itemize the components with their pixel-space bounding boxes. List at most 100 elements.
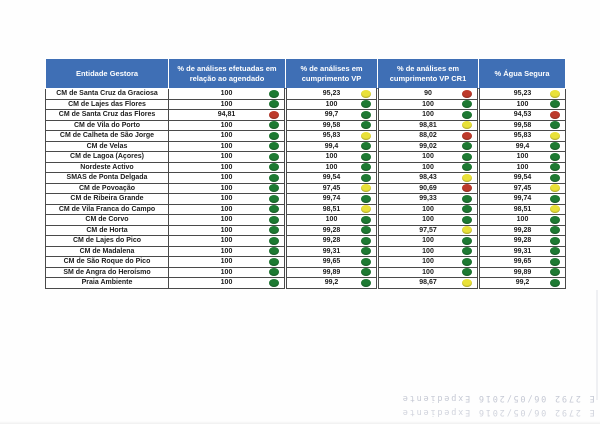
value-cell: 100 bbox=[284, 161, 378, 173]
entity-cell: CM de Lagoa (Açores) bbox=[45, 151, 169, 163]
status-dot-icon bbox=[550, 184, 560, 193]
cell-value: 100 bbox=[220, 153, 233, 161]
status-dot-icon bbox=[462, 226, 472, 235]
value-cell: 99,31 bbox=[284, 245, 378, 257]
cell-value: 100 bbox=[422, 247, 434, 255]
status-dot-icon bbox=[550, 236, 560, 245]
cell-value: 100 bbox=[422, 111, 434, 119]
entity-cell: CM de Ribeira Grande bbox=[45, 193, 169, 205]
cell-value: 100 bbox=[516, 163, 529, 171]
status-dot-icon bbox=[550, 173, 560, 182]
status-dot-icon bbox=[462, 173, 472, 182]
status-dot-icon bbox=[269, 163, 279, 172]
value-cell: 95,23 bbox=[284, 88, 378, 100]
column-header-compliance-vp-cr1: % de análises em cumprimento VP CR1 bbox=[377, 58, 479, 89]
status-dot-icon bbox=[361, 100, 371, 109]
entity-cell: CM de Corvo bbox=[45, 214, 169, 226]
cell-value: 97,45 bbox=[322, 184, 341, 192]
cell-value: 100 bbox=[220, 279, 233, 287]
status-dot-icon bbox=[269, 278, 279, 287]
value-cell: 100 bbox=[168, 193, 286, 205]
cell-value: 99,02 bbox=[419, 142, 437, 150]
value-cell: 100 bbox=[477, 161, 566, 173]
cell-value: 100 bbox=[325, 100, 338, 108]
entity-cell: CM de Santa Cruz das Flores bbox=[45, 109, 169, 121]
cell-value: 100 bbox=[220, 100, 233, 108]
value-cell: 100 bbox=[168, 161, 286, 173]
status-dot-icon bbox=[269, 100, 279, 109]
table-row: CM de Madalena 100 99,31 100 99,31 bbox=[45, 245, 566, 257]
entity-cell: Praia Ambiente bbox=[45, 277, 169, 289]
value-cell: 100 bbox=[168, 203, 286, 215]
status-dot-icon bbox=[550, 121, 560, 130]
status-dot-icon bbox=[269, 173, 279, 182]
status-dot-icon bbox=[269, 226, 279, 235]
status-dot-icon bbox=[361, 257, 371, 266]
cell-value: 99,4 bbox=[515, 142, 530, 150]
cell-value: 100 bbox=[422, 205, 434, 213]
status-dot-icon bbox=[361, 163, 371, 172]
cell-value: 100 bbox=[220, 132, 233, 140]
status-dot-icon bbox=[269, 184, 279, 193]
table-row: SM de Angra do Heroísmo 100 99,89 100 99,89 bbox=[45, 266, 566, 278]
cell-value: 99,28 bbox=[513, 237, 532, 245]
value-cell: 99,28 bbox=[477, 224, 566, 236]
entity-cell: CM de Vila do Porto bbox=[45, 119, 169, 131]
cell-value: 100 bbox=[220, 258, 233, 266]
status-dot-icon bbox=[361, 205, 371, 214]
table-row: Nordeste Activo 100 100 100 100 bbox=[45, 161, 566, 173]
value-cell: 100 bbox=[376, 266, 479, 278]
status-dot-icon bbox=[269, 215, 279, 224]
table-row: CM de Santa Cruz da Graciosa 100 95,23 90 95… bbox=[45, 88, 566, 100]
cell-value: 98,51 bbox=[513, 205, 532, 213]
cell-value: 100 bbox=[220, 205, 233, 213]
status-dot-icon bbox=[269, 152, 279, 161]
cell-value: 95,23 bbox=[322, 90, 341, 98]
entity-cell: CM de Povoação bbox=[45, 182, 169, 194]
status-dot-icon bbox=[269, 89, 279, 98]
value-cell: 99,28 bbox=[477, 235, 566, 247]
status-dot-icon bbox=[361, 131, 371, 140]
cell-value: 100 bbox=[422, 258, 434, 266]
status-dot-icon bbox=[550, 100, 560, 109]
value-cell: 99,31 bbox=[477, 245, 566, 257]
stamp-line: E 2792 06/05/2016 Expediente bbox=[401, 407, 595, 417]
entity-cell: CM de Calheta de São Jorge bbox=[45, 130, 169, 142]
value-cell: 100 bbox=[168, 140, 286, 152]
value-cell: 100 bbox=[168, 172, 286, 184]
status-dot-icon bbox=[361, 236, 371, 245]
value-cell: 99,33 bbox=[376, 193, 479, 205]
status-dot-icon bbox=[462, 278, 472, 287]
cell-value: 100 bbox=[220, 216, 233, 224]
cell-value: 100 bbox=[422, 100, 434, 108]
status-dot-icon bbox=[550, 163, 560, 172]
cell-value: 99,74 bbox=[513, 195, 532, 203]
table-row: SMAS de Ponta Delgada 100 99,54 98,43 99,54 bbox=[45, 172, 566, 184]
value-cell: 98,51 bbox=[477, 203, 566, 215]
value-cell: 99,2 bbox=[284, 277, 378, 289]
value-cell: 98,81 bbox=[376, 119, 479, 131]
value-cell: 98,67 bbox=[376, 277, 479, 289]
status-dot-icon bbox=[361, 226, 371, 235]
status-dot-icon bbox=[361, 184, 371, 193]
value-cell: 100 bbox=[376, 203, 479, 215]
cell-value: 99,58 bbox=[513, 121, 532, 129]
status-dot-icon bbox=[550, 278, 560, 287]
cell-value: 100 bbox=[422, 268, 434, 276]
cell-value: 100 bbox=[422, 237, 434, 245]
value-cell: 100 bbox=[376, 245, 479, 257]
cell-value: 100 bbox=[220, 268, 233, 276]
table-row: CM de Horta 100 99,28 97,57 99,28 bbox=[45, 224, 566, 236]
value-cell: 99,65 bbox=[284, 256, 378, 268]
status-dot-icon bbox=[462, 89, 472, 98]
cell-value: 98,81 bbox=[419, 121, 437, 129]
cell-value: 99,65 bbox=[513, 258, 532, 266]
status-dot-icon bbox=[269, 247, 279, 256]
status-dot-icon bbox=[462, 152, 472, 161]
table-row: CM de Vila Franca do Campo 100 98,51 100 98,… bbox=[45, 203, 566, 215]
value-cell: 100 bbox=[168, 182, 286, 194]
value-cell: 100 bbox=[376, 235, 479, 247]
cell-value: 88,02 bbox=[419, 132, 437, 140]
entity-cell: CM de São Roque do Pico bbox=[45, 256, 169, 268]
cell-value: 99,89 bbox=[513, 268, 532, 276]
